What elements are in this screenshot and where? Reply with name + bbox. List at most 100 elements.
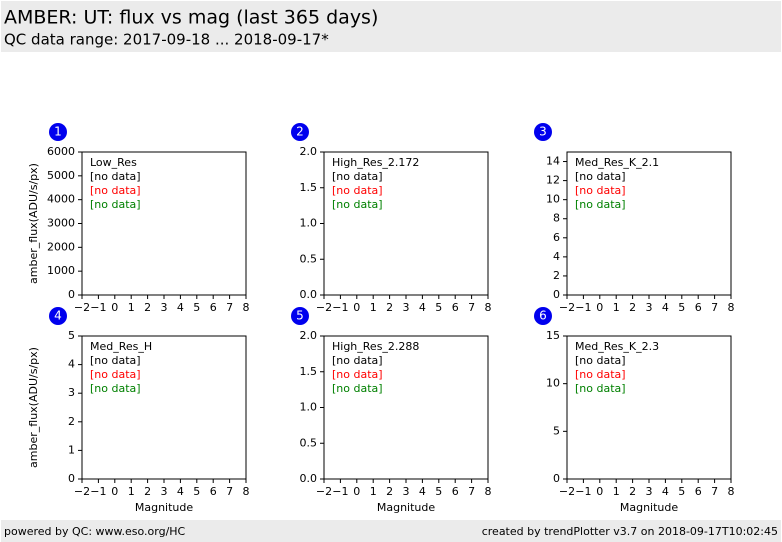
x-tick-label: 5 [193,485,200,498]
plot-frame [323,151,489,296]
x-tick-label: 6 [452,485,459,498]
x-tick-label: 8 [243,485,250,498]
x-tick-label: 2 [386,485,393,498]
y-tick-label: 0 [68,472,75,485]
annotation: [no data] [575,368,626,381]
x-tick-label: 5 [678,485,685,498]
x-tick-label: 5 [678,301,685,314]
x-tick-label: 0 [353,485,360,498]
y-tick-label: 8 [553,212,560,225]
x-tick-label: 6 [695,485,702,498]
y-tick-label: 2000 [47,240,75,253]
plot-frame [566,151,732,296]
panel-number: 5 [296,309,304,323]
panel-label: High_Res_2.288 [332,340,419,353]
x-tick-label: −1 [90,301,106,314]
y-tick-label: 6 [553,231,560,244]
y-tick-label: 1 [68,443,75,456]
x-tick-label: 5 [435,301,442,314]
x-tick-label: 8 [485,301,492,314]
x-tick-label: 1 [370,301,377,314]
annotation: [no data] [575,184,626,197]
x-tick-label: 4 [177,485,184,498]
x-tick-label: 0 [353,301,360,314]
y-tick-label: 4000 [47,193,75,206]
x-tick-label: 2 [629,301,636,314]
x-tick-label: −2 [559,301,575,314]
y-tick-label: 14 [546,155,560,168]
panel-label: Low_Res [90,156,137,169]
x-tick-label: 6 [452,301,459,314]
y-tick-label: 1.0 [300,217,318,230]
y-tick-label: 15 [546,329,560,342]
x-tick-label: −1 [575,485,591,498]
annotation: [no data] [332,382,383,395]
x-tick-label: 2 [386,301,393,314]
panel-number: 2 [296,125,304,139]
x-tick-label: −2 [316,485,332,498]
x-tick-label: 0 [596,485,603,498]
plot-frame [323,335,489,480]
plot-frame [566,335,732,480]
x-tick-label: 8 [728,485,735,498]
x-tick-label: 7 [468,301,475,314]
panel-number: 3 [539,125,547,139]
annotation: [no data] [90,170,141,183]
y-tick-label: 5 [68,329,75,342]
x-tick-label: 3 [646,301,653,314]
panel-label: Med_Res_H [90,340,152,353]
x-tick-label: 5 [193,301,200,314]
panel-badge [291,123,309,141]
y-tick-label: 2.0 [300,329,318,342]
x-tick-label: 3 [403,301,410,314]
x-tick-label: 4 [419,301,426,314]
x-tick-label: 0 [596,301,603,314]
x-tick-label: −1 [332,301,348,314]
plot-frame [81,335,247,480]
x-tick-label: 3 [403,485,410,498]
y-tick-label: 3 [68,386,75,399]
x-tick-label: 7 [226,301,233,314]
panel-badge [534,123,552,141]
y-tick-label: 0.5 [300,252,318,265]
x-tick-label: 1 [613,301,620,314]
y-tick-label: 1.5 [300,181,318,194]
annotation: [no data] [332,170,383,183]
x-tick-label: 4 [662,301,669,314]
y-tick-label: 2 [68,415,75,428]
plot-frame [81,151,247,296]
annotation: [no data] [90,382,141,395]
x-tick-label: 1 [128,485,135,498]
x-tick-label: 3 [161,485,168,498]
panel-number: 4 [54,309,62,323]
panel-number: 6 [539,309,547,323]
annotation: [no data] [575,382,626,395]
y-tick-label: 6000 [47,145,75,158]
y-axis-label: amber_flux(ADU/s/px) [27,163,40,284]
annotation: [no data] [90,354,141,367]
annotation: [no data] [332,184,383,197]
annotation: [no data] [332,198,383,211]
x-tick-label: 4 [419,485,426,498]
x-tick-label: −1 [332,485,348,498]
x-tick-label: 1 [370,485,377,498]
x-tick-label: 4 [662,485,669,498]
x-tick-label: 0 [111,485,118,498]
x-tick-label: −2 [74,301,90,314]
y-tick-label: 2.0 [300,145,318,158]
panel-label: High_Res_2.172 [332,156,419,169]
annotation: [no data] [90,198,141,211]
panel-badge [291,307,309,325]
x-tick-label: 1 [613,485,620,498]
x-tick-label: −2 [74,485,90,498]
x-tick-label: 4 [177,301,184,314]
x-tick-label: 7 [226,485,233,498]
x-tick-label: 2 [629,485,636,498]
y-tick-label: 0.5 [300,436,318,449]
y-tick-label: 12 [546,174,560,187]
annotation: [no data] [575,170,626,183]
x-tick-label: 0 [111,301,118,314]
x-tick-label: 2 [144,485,151,498]
y-tick-label: 0.0 [300,288,318,301]
